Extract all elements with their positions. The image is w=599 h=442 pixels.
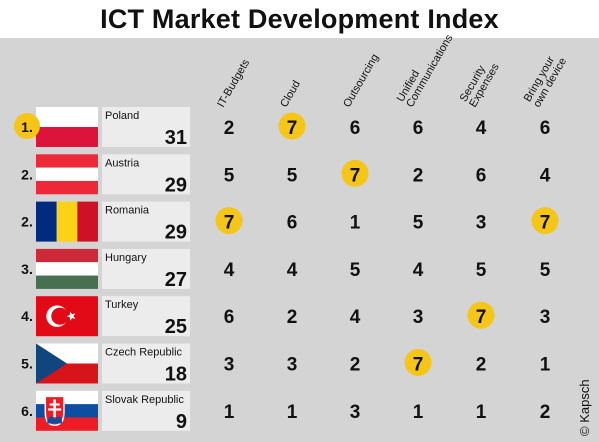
- score-value: 3: [413, 307, 424, 328]
- score-value: 3: [287, 355, 298, 376]
- score-value: 2: [413, 165, 424, 186]
- top-score-highlight: [467, 301, 495, 329]
- score-value: 5: [540, 260, 551, 281]
- score-value: 1: [476, 402, 487, 423]
- score-value: 4: [224, 260, 235, 281]
- column-header-unified-communications: UnifiedCommunications: [395, 27, 456, 110]
- rank-highlight-circle: [14, 113, 40, 139]
- top-score-highlight: [531, 207, 559, 235]
- country-card: [102, 248, 190, 289]
- rank-label: 2.: [21, 214, 33, 230]
- rank-label: 3.: [21, 261, 33, 277]
- title-bar: [0, 0, 599, 38]
- score-value: 1: [287, 402, 298, 423]
- rank-label: 1.: [21, 119, 33, 135]
- score-value: 6: [413, 118, 424, 139]
- score-value: 1: [540, 355, 551, 376]
- score-value: 5: [224, 165, 235, 186]
- score-value: 1: [224, 402, 235, 423]
- score-value: 4: [350, 307, 361, 328]
- romania-flag: [36, 201, 98, 242]
- country-name: Hungary: [105, 252, 147, 264]
- score-value: 2: [224, 118, 235, 139]
- country-name: Poland: [105, 110, 139, 122]
- score-value: 1: [350, 213, 361, 234]
- column-header-outsourcing: Outsourcing: [341, 52, 381, 109]
- score-value: 5: [287, 165, 298, 186]
- country-total: 29: [165, 222, 187, 244]
- score-value: 3: [540, 307, 551, 328]
- score-value: 2: [476, 355, 487, 376]
- score-value: 6: [476, 165, 487, 186]
- poland-flag: [36, 107, 98, 147]
- score-value: 2: [287, 307, 298, 328]
- country-card: [102, 201, 190, 242]
- column-header-cloud: Cloud: [278, 79, 303, 110]
- country-total: 25: [165, 316, 187, 338]
- score-value: 1: [413, 402, 424, 423]
- score-value: 5: [476, 260, 487, 281]
- score-value: 3: [476, 213, 487, 234]
- score-value: 5: [413, 213, 424, 234]
- country-card: [102, 107, 190, 147]
- czech-republic-flag: [36, 343, 98, 384]
- slovak-republic-flag: [36, 390, 98, 431]
- column-header-bring-your-own-device: Bring yourown device: [522, 50, 569, 109]
- top-score-highlight: [278, 112, 306, 140]
- score-value: 6: [540, 118, 551, 139]
- country-name: Turkey: [105, 299, 139, 311]
- chart-title: ICT Market Development Index: [100, 4, 499, 34]
- top-score-highlight: [404, 349, 432, 376]
- copyright-credit: © Kapsch: [577, 379, 592, 436]
- rank-label: 6.: [21, 403, 33, 419]
- column-header-security-expenses: SecurityExpenses: [458, 56, 502, 110]
- rank-label: 4.: [21, 308, 33, 324]
- score-value: 4: [413, 260, 424, 281]
- country-card: [102, 154, 190, 195]
- score-value: 2: [540, 402, 551, 423]
- column-header-it-budgets: IT-Budgets: [215, 57, 252, 110]
- austria-flag: [36, 154, 98, 195]
- score-value: 6: [350, 118, 361, 139]
- country-total: 27: [165, 269, 187, 291]
- score-value: 4: [540, 165, 551, 186]
- top-score-highlight: [341, 159, 369, 187]
- score-value: 7: [413, 355, 424, 376]
- rank-label: 2.: [21, 166, 33, 182]
- score-value: 7: [540, 213, 551, 234]
- score-value: 7: [350, 165, 361, 186]
- score-value: 5: [350, 260, 361, 281]
- country-total: 9: [176, 411, 187, 433]
- score-value: 4: [476, 118, 487, 139]
- score-value: 7: [476, 307, 487, 328]
- country-card: [102, 343, 190, 384]
- country-total: 18: [165, 364, 187, 386]
- score-value: 3: [224, 355, 235, 376]
- score-value: 4: [287, 260, 298, 281]
- score-value: 6: [287, 213, 298, 234]
- hungary-flag: [36, 248, 98, 289]
- country-total: 31: [165, 127, 187, 149]
- country-total: 29: [165, 174, 187, 196]
- rank-label: 5.: [21, 356, 33, 372]
- turkey-flag: [36, 296, 98, 337]
- country-name: Slovak Republic: [105, 394, 184, 406]
- country-name: Czech Republic: [105, 347, 183, 359]
- country-card: [102, 296, 190, 337]
- score-value: 7: [287, 118, 298, 139]
- score-value: 3: [350, 402, 361, 423]
- country-name: Romania: [105, 205, 150, 217]
- country-card: [102, 390, 190, 431]
- score-value: 7: [224, 213, 235, 234]
- country-name: Austria: [105, 157, 140, 169]
- score-value: 2: [350, 355, 361, 376]
- top-score-highlight: [215, 207, 243, 235]
- score-value: 6: [224, 307, 235, 328]
